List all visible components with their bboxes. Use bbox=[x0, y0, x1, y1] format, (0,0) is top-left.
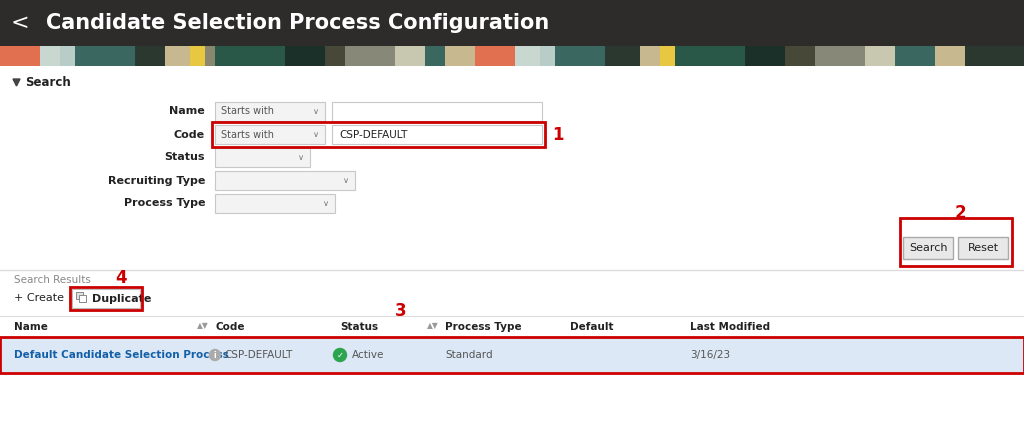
Text: Reset: Reset bbox=[968, 243, 998, 253]
FancyBboxPatch shape bbox=[958, 237, 1008, 259]
FancyBboxPatch shape bbox=[40, 46, 60, 66]
FancyBboxPatch shape bbox=[0, 66, 1024, 430]
Text: <: < bbox=[10, 13, 30, 33]
Text: ∨: ∨ bbox=[298, 153, 304, 162]
Text: Last Modified: Last Modified bbox=[690, 322, 770, 332]
Text: Recruiting Type: Recruiting Type bbox=[108, 175, 205, 185]
Text: ∨: ∨ bbox=[313, 107, 319, 116]
Text: ∨: ∨ bbox=[323, 199, 329, 208]
Text: Search: Search bbox=[25, 76, 71, 89]
FancyBboxPatch shape bbox=[135, 46, 165, 66]
Text: Starts with: Starts with bbox=[221, 129, 274, 139]
Text: 3/16/23: 3/16/23 bbox=[690, 350, 730, 360]
FancyBboxPatch shape bbox=[605, 46, 640, 66]
Text: Status: Status bbox=[340, 322, 378, 332]
FancyBboxPatch shape bbox=[345, 46, 395, 66]
Text: Default Candidate Selection Process: Default Candidate Selection Process bbox=[14, 350, 229, 360]
FancyBboxPatch shape bbox=[903, 237, 953, 259]
FancyBboxPatch shape bbox=[0, 0, 1024, 46]
FancyBboxPatch shape bbox=[540, 46, 555, 66]
FancyBboxPatch shape bbox=[675, 46, 745, 66]
Text: ▲▼: ▲▼ bbox=[427, 322, 438, 331]
Text: Name: Name bbox=[14, 322, 48, 332]
FancyBboxPatch shape bbox=[785, 46, 815, 66]
Polygon shape bbox=[13, 79, 20, 86]
Text: ✓: ✓ bbox=[337, 350, 343, 359]
FancyBboxPatch shape bbox=[332, 102, 542, 121]
Text: Status: Status bbox=[165, 153, 205, 163]
FancyBboxPatch shape bbox=[0, 46, 40, 66]
Text: + Create: + Create bbox=[14, 293, 63, 303]
FancyBboxPatch shape bbox=[75, 46, 135, 66]
FancyBboxPatch shape bbox=[640, 46, 660, 66]
FancyBboxPatch shape bbox=[190, 46, 205, 66]
Text: Starts with: Starts with bbox=[221, 107, 274, 117]
FancyBboxPatch shape bbox=[0, 338, 1024, 372]
FancyBboxPatch shape bbox=[745, 46, 785, 66]
FancyBboxPatch shape bbox=[865, 46, 895, 66]
FancyBboxPatch shape bbox=[935, 46, 965, 66]
FancyBboxPatch shape bbox=[79, 295, 86, 302]
Text: Process Type: Process Type bbox=[124, 199, 205, 209]
Text: Standard: Standard bbox=[445, 350, 493, 360]
Text: i: i bbox=[214, 350, 216, 359]
Text: CSP-DEFAULT: CSP-DEFAULT bbox=[339, 129, 408, 139]
FancyBboxPatch shape bbox=[815, 46, 865, 66]
FancyBboxPatch shape bbox=[965, 46, 1024, 66]
FancyBboxPatch shape bbox=[215, 171, 355, 190]
FancyBboxPatch shape bbox=[660, 46, 675, 66]
Text: Search Results: Search Results bbox=[14, 275, 91, 285]
FancyBboxPatch shape bbox=[895, 46, 935, 66]
Text: Default: Default bbox=[570, 322, 613, 332]
FancyBboxPatch shape bbox=[165, 46, 190, 66]
FancyBboxPatch shape bbox=[325, 46, 345, 66]
Text: Process Type: Process Type bbox=[445, 322, 521, 332]
Text: ∨: ∨ bbox=[313, 130, 319, 139]
FancyBboxPatch shape bbox=[555, 46, 605, 66]
FancyBboxPatch shape bbox=[215, 125, 325, 144]
FancyBboxPatch shape bbox=[395, 46, 425, 66]
FancyBboxPatch shape bbox=[475, 46, 515, 66]
FancyBboxPatch shape bbox=[76, 292, 83, 299]
FancyBboxPatch shape bbox=[215, 102, 325, 121]
FancyBboxPatch shape bbox=[215, 46, 285, 66]
FancyBboxPatch shape bbox=[332, 125, 542, 144]
Text: ▲▼: ▲▼ bbox=[197, 322, 209, 331]
Text: 2: 2 bbox=[955, 204, 967, 222]
FancyBboxPatch shape bbox=[60, 46, 75, 66]
Circle shape bbox=[210, 350, 220, 360]
FancyBboxPatch shape bbox=[205, 46, 215, 66]
Text: ∨: ∨ bbox=[343, 176, 349, 185]
Text: Name: Name bbox=[169, 107, 205, 117]
FancyBboxPatch shape bbox=[515, 46, 540, 66]
Text: Duplicate: Duplicate bbox=[92, 294, 152, 304]
Text: 3: 3 bbox=[395, 302, 407, 320]
Text: Code: Code bbox=[215, 322, 245, 332]
Text: Active: Active bbox=[352, 350, 384, 360]
Text: CSP-DEFAULT: CSP-DEFAULT bbox=[224, 350, 293, 360]
FancyBboxPatch shape bbox=[445, 46, 475, 66]
FancyBboxPatch shape bbox=[285, 46, 325, 66]
Text: 4: 4 bbox=[115, 269, 127, 287]
Text: Search: Search bbox=[908, 243, 947, 253]
Text: Code: Code bbox=[174, 129, 205, 139]
Text: Candidate Selection Process Configuration: Candidate Selection Process Configuratio… bbox=[46, 13, 549, 33]
FancyBboxPatch shape bbox=[72, 289, 140, 308]
Text: 1: 1 bbox=[552, 126, 563, 144]
FancyBboxPatch shape bbox=[425, 46, 445, 66]
FancyBboxPatch shape bbox=[215, 194, 335, 213]
Circle shape bbox=[334, 348, 346, 362]
FancyBboxPatch shape bbox=[215, 148, 310, 167]
